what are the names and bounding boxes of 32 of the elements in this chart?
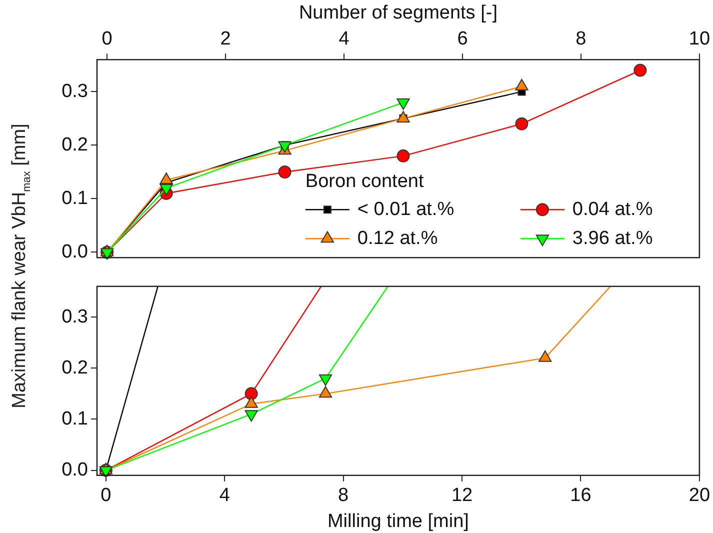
- y-tick-label: 0.2: [62, 357, 88, 378]
- x-axis-title: Number of segments [-]: [298, 2, 498, 24]
- x-tick-label: 0: [100, 485, 112, 506]
- y-tick-label: 0.1: [62, 188, 88, 209]
- x-tick-label: 8: [576, 28, 586, 50]
- x-tick-label: 16: [570, 485, 592, 506]
- legend-title: Boron content: [305, 170, 424, 192]
- x-axis-title: Milling time [min]: [327, 510, 469, 532]
- x-tick-label: 4: [338, 28, 350, 50]
- y-tick-label: 0.3: [62, 306, 88, 328]
- legend-label: 3.96 at.%: [572, 228, 653, 249]
- x-tick-label: 12: [451, 485, 473, 506]
- point: [160, 172, 173, 184]
- legend-label: < 0.01 at.%: [357, 198, 454, 220]
- x-tick-label: 6: [457, 28, 468, 50]
- y-tick-label: 0.2: [62, 134, 88, 156]
- legend-label: 0.12 at.%: [357, 228, 438, 249]
- y-tick-label: 0.0: [62, 241, 88, 262]
- y-tick-label: 0.3: [62, 80, 88, 102]
- x-tick-label: 10: [688, 28, 710, 50]
- point: [396, 149, 410, 162]
- x-tick-label: 4: [219, 485, 230, 506]
- y-tick-label: 0.0: [62, 460, 88, 481]
- point: [278, 165, 292, 178]
- x-tick-label: 0: [102, 28, 112, 50]
- y-tick-label: 0.1: [62, 408, 88, 430]
- point: [634, 64, 647, 77]
- legend-label: 0.04 at.%: [572, 198, 653, 220]
- x-tick-label: 2: [220, 28, 231, 50]
- x-tick-label: 8: [338, 485, 349, 506]
- x-tick-label: 20: [688, 485, 710, 506]
- point: [515, 117, 528, 130]
